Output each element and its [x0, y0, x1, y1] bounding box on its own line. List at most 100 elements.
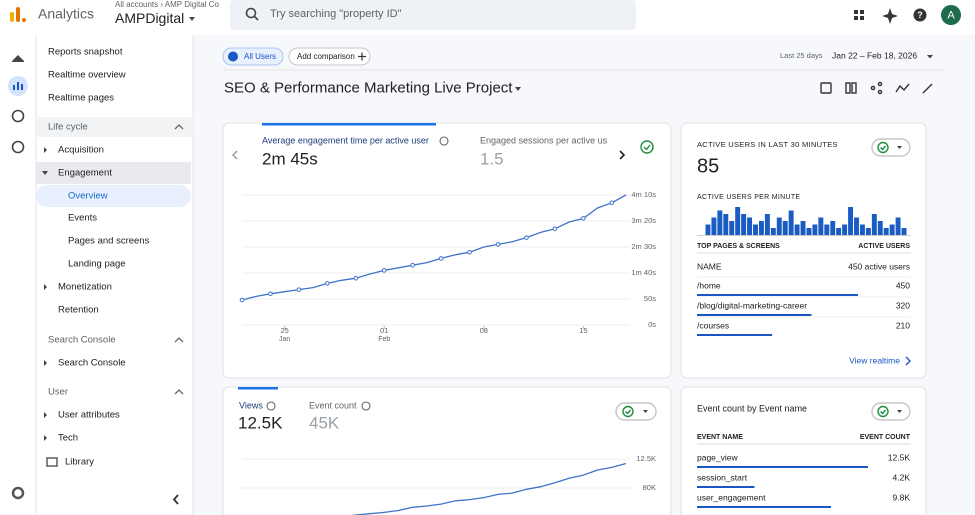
home-icon[interactable]	[12, 55, 24, 62]
nav-item[interactable]: Library	[65, 457, 94, 468]
property-name[interactable]: AMPDigital	[115, 10, 184, 26]
row-value: 320	[896, 300, 910, 310]
search-placeholder: Try searching "property ID"	[270, 8, 402, 20]
row-name: session_start	[697, 472, 748, 482]
apps-icon[interactable]	[854, 10, 864, 20]
prev-arrow[interactable]	[232, 150, 238, 160]
next-arrow[interactable]	[619, 150, 626, 160]
view-realtime-link[interactable]: View realtime	[849, 355, 900, 365]
nav-item[interactable]: Reports snapshot	[48, 47, 123, 58]
nav-item[interactable]: Realtime overview	[48, 70, 126, 81]
nav-item[interactable]: Events	[68, 213, 97, 224]
row-value: 450	[896, 280, 910, 290]
table-subheader: 450 active users	[848, 261, 910, 271]
date-label: Last 25 days	[780, 51, 823, 60]
table-header: ACTIVE USERS	[858, 243, 910, 250]
metric-label[interactable]: Views	[239, 400, 263, 410]
y-tick-label: 2m 30s	[631, 242, 656, 251]
nav-item[interactable]: Search Console	[58, 358, 126, 369]
row-name: /home	[697, 280, 721, 290]
nav-item[interactable]: User attributes	[58, 410, 120, 421]
help-icon[interactable]	[913, 8, 927, 22]
settings-icon[interactable]	[11, 486, 25, 500]
link-arrow[interactable]	[905, 356, 911, 366]
nav-item[interactable]: Pages and screens	[68, 236, 150, 247]
bar	[705, 224, 711, 235]
sidebar-carets	[42, 147, 48, 441]
segment-chip-label[interactable]: All Users	[244, 52, 276, 61]
bar	[859, 224, 865, 235]
avatar[interactable]	[941, 5, 961, 25]
x-tick-label: 01	[380, 326, 388, 335]
title-caret[interactable]	[515, 87, 521, 91]
check-carets	[643, 146, 902, 413]
explore-icon[interactable]	[11, 109, 25, 123]
row-bar	[697, 334, 773, 336]
property-caret[interactable]	[189, 17, 195, 21]
row-value: 210	[896, 320, 910, 330]
table-header: EVENT COUNT	[860, 434, 911, 441]
data-point	[609, 200, 615, 206]
comparison-label[interactable]: Add comparison	[297, 52, 355, 61]
icon-rail	[0, 35, 36, 515]
row-name: /courses	[697, 320, 729, 330]
bar	[830, 221, 836, 235]
active-item-bg[interactable]	[36, 185, 191, 207]
nav-item[interactable]: Realtime pages	[48, 93, 114, 104]
row-bar	[697, 506, 832, 508]
advertising-icon[interactable]	[11, 140, 25, 154]
check-icons[interactable]	[615, 138, 911, 421]
y-tick-label: 0s	[648, 320, 656, 329]
y-tick-label: 3m 20s	[631, 216, 656, 225]
nav-item[interactable]: Acquisition	[58, 145, 104, 156]
data-point	[239, 297, 245, 303]
nav-item[interactable]: Engagement	[58, 168, 112, 179]
selected-metric-indicator	[262, 123, 436, 126]
y-tick-label: 4m 10s	[631, 190, 656, 199]
nav-item[interactable]: Overview	[68, 191, 108, 202]
y-tick-label: 50s	[644, 294, 656, 303]
nav-item[interactable]: Monetization	[58, 282, 112, 293]
bar	[747, 217, 753, 235]
bar	[842, 224, 848, 235]
metric-label[interactable]: Average engagement time per active user	[262, 135, 429, 145]
search-box[interactable]	[230, 0, 636, 30]
y-tick-label: 1m 40s	[631, 268, 656, 277]
report-actions[interactable]	[820, 81, 933, 95]
spark-icon[interactable]	[882, 8, 898, 24]
bar	[818, 217, 824, 235]
data-point	[325, 281, 330, 286]
comparison-chip[interactable]	[288, 47, 371, 66]
report-title: SEO & Performance Marketing Live Project	[224, 79, 513, 96]
bar	[848, 207, 854, 235]
nav-section-title[interactable]: Life cycle	[48, 122, 88, 133]
table-header: TOP PAGES & SCREENS	[697, 243, 780, 250]
bar	[871, 214, 877, 235]
row-name: /blog/digital-marketing-career	[697, 300, 807, 310]
data-point	[495, 242, 501, 247]
nav-section-title[interactable]: Search Console	[48, 335, 116, 346]
metric-label[interactable]: Event count	[309, 400, 357, 410]
nav-item[interactable]: Tech	[58, 433, 78, 444]
row-name: page_view	[697, 452, 739, 462]
segment-chip[interactable]	[222, 47, 284, 66]
nav-section-title[interactable]: User	[48, 387, 68, 398]
metric-value: 12.5K	[238, 413, 283, 432]
date-caret[interactable]	[927, 55, 933, 59]
nav-item[interactable]: Landing page	[68, 259, 126, 270]
bar	[794, 224, 800, 235]
table-header: EVENT NAME	[697, 434, 743, 441]
bar	[764, 214, 770, 235]
row-bar	[697, 294, 858, 296]
date-range[interactable]: Jan 22 – Feb 18, 2026	[832, 50, 917, 60]
bar	[836, 228, 842, 235]
row-name: user_engagement	[697, 492, 766, 502]
bar	[741, 214, 747, 235]
nav-item[interactable]: Retention	[58, 305, 99, 316]
bar	[758, 221, 764, 235]
collapse-chevrons[interactable]	[172, 124, 184, 505]
metric-label[interactable]: Engaged sessions per active us	[480, 135, 608, 145]
breadcrumb: All accounts › AMP Digital Co	[115, 0, 219, 9]
row-bar	[697, 486, 755, 488]
